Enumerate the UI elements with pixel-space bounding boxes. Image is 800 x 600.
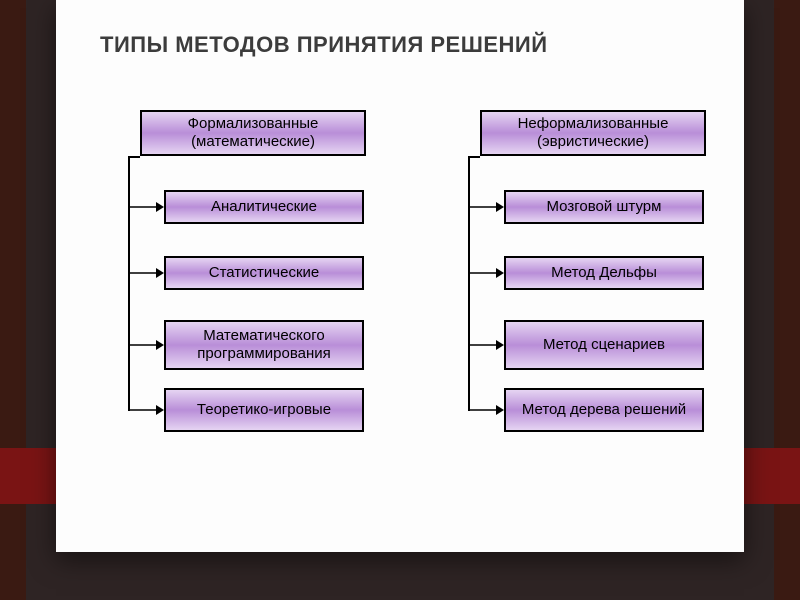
- item-decision-tree: Метод дерева решений: [504, 388, 704, 432]
- item-brainstorm: Мозговой штурм: [504, 190, 704, 224]
- item-math-programming: Математического программирования: [164, 320, 364, 370]
- spine-right: [468, 156, 470, 411]
- arrow-icon: [468, 339, 504, 351]
- slide-title: ТИПЫ МЕТОДОВ ПРИНЯТИЯ РЕШЕНИЙ: [100, 32, 548, 58]
- column-formalized: Формализованные (математические) Аналити…: [84, 110, 404, 490]
- arrow-icon: [468, 267, 504, 279]
- arrow-icon: [128, 201, 164, 213]
- arrow-icon: [128, 339, 164, 351]
- item-scenarios: Метод сценариев: [504, 320, 704, 370]
- arrow-icon: [468, 201, 504, 213]
- arrow-icon: [128, 404, 164, 416]
- diagram: Формализованные (математические) Аналити…: [56, 110, 744, 552]
- column-heuristic: Неформализованные (эвристические) Мозгов…: [424, 110, 744, 490]
- connector: [128, 156, 140, 158]
- spine-left: [128, 156, 130, 411]
- head-formalized: Формализованные (математические): [140, 110, 366, 156]
- item-analytical: Аналитические: [164, 190, 364, 224]
- brick-strip-left: [0, 0, 26, 600]
- item-delphi: Метод Дельфы: [504, 256, 704, 290]
- arrow-icon: [468, 404, 504, 416]
- brick-strip-right: [774, 0, 800, 600]
- slide: ТИПЫ МЕТОДОВ ПРИНЯТИЯ РЕШЕНИЙ Формализов…: [56, 0, 744, 552]
- item-statistical: Статистические: [164, 256, 364, 290]
- head-heuristic: Неформализованные (эвристические): [480, 110, 706, 156]
- item-game-theoretic: Теоретико-игровые: [164, 388, 364, 432]
- arrow-icon: [128, 267, 164, 279]
- connector: [468, 156, 480, 158]
